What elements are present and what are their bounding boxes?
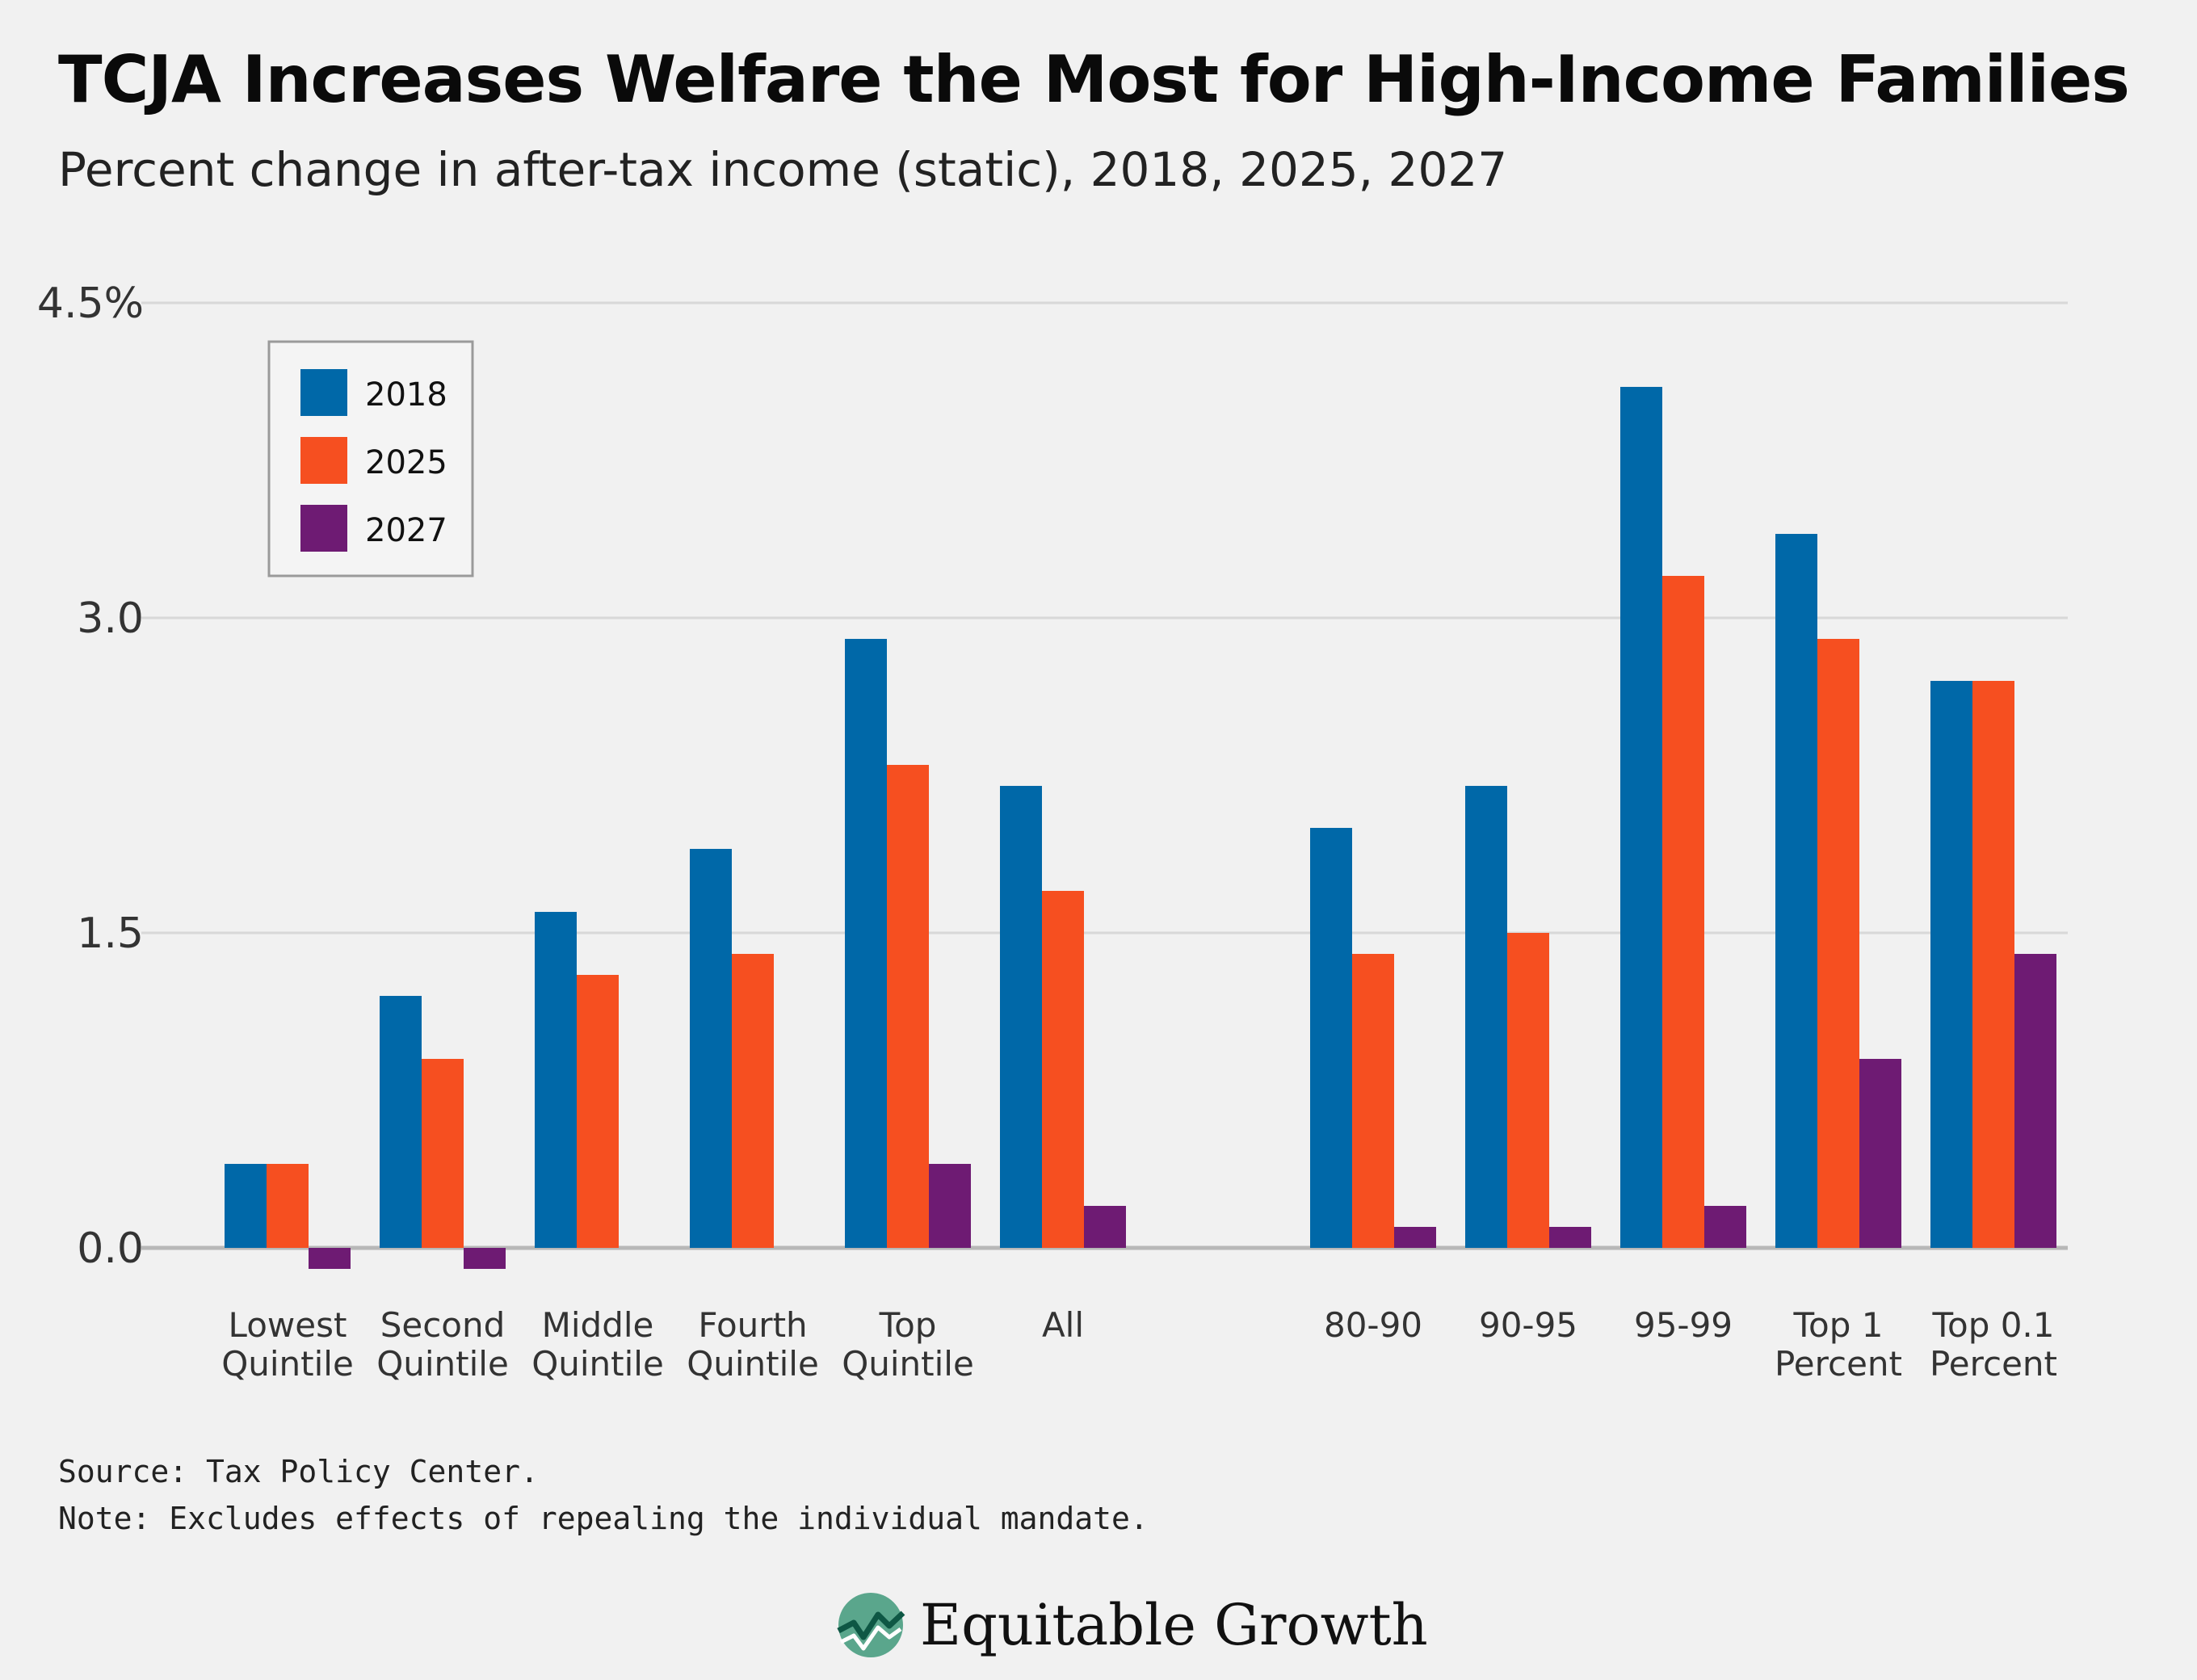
bar-2018-7 [1465,786,1507,1248]
bar-2027-8 [1704,1206,1746,1248]
x-tick-label: Top [879,1305,937,1345]
bar-2018-2 [535,912,577,1248]
bar-2025-8 [1662,576,1704,1248]
bar-2025-0 [267,1164,309,1248]
bar-2018-3 [690,849,732,1248]
x-tick-label: Top 1 [1793,1305,1884,1345]
bar-2025-9 [1817,639,1859,1248]
legend-swatch-2025 [300,437,347,484]
legend-label-2027: 2027 [365,512,447,549]
bar-2018-6 [1310,828,1352,1248]
bar-2018-8 [1620,387,1662,1248]
legend-label-2025: 2025 [365,444,447,481]
x-tick-label: Second [380,1305,506,1345]
logo-mark-icon [837,1593,905,1657]
bar-2027-10 [2014,954,2056,1248]
legend-swatch-2027 [300,505,347,552]
bar-2018-4 [845,639,887,1248]
bar-2027-4 [929,1164,971,1248]
bar-2025-1 [422,1059,464,1248]
x-tick-label: Percent [1930,1344,2057,1384]
bar-2027-7 [1549,1227,1591,1248]
x-tick-label: 80-90 [1324,1305,1422,1345]
x-tick-label: Middle [542,1305,654,1345]
y-tick-label: 3.0 [77,594,144,643]
chart-subtitle: Percent change in after-tax income (stat… [58,142,1508,197]
x-tick-label: Lowest [229,1305,347,1345]
x-tick-label: Fourth [698,1305,807,1345]
logo-text: Equitable Growth [920,1592,1428,1658]
bar-2027-9 [1859,1059,1901,1248]
bar-2025-6 [1352,954,1394,1248]
bar-2018-1 [380,996,422,1248]
x-tick-label: Top 0.1 [1931,1305,2054,1345]
bar-2025-7 [1507,933,1549,1248]
x-tick-label: 95-99 [1634,1305,1733,1345]
footer: Source: Tax Policy Center. Note: Exclude… [58,1454,1149,1548]
bar-chart: 0.01.53.04.5%LowestQuintileSecondQuintil… [37,279,2068,1384]
bar-2018-9 [1775,534,1817,1248]
bar-2025-10 [1972,681,2014,1248]
x-tick-label: 90-95 [1479,1305,1577,1345]
bar-2025-4 [887,765,929,1248]
y-tick-label: 0.0 [77,1224,144,1273]
bar-2025-2 [577,975,619,1248]
chart-title: TCJA Increases Welfare the Most for High… [58,42,2130,117]
legend-label-2018: 2018 [365,376,447,414]
note-text: Note: Excludes effects of repealing the … [58,1501,1149,1536]
bar-2025-5 [1042,891,1084,1248]
bar-2018-0 [225,1164,267,1248]
x-tick-label: All [1042,1305,1084,1345]
x-tick-label: Quintile [376,1344,509,1384]
y-tick-label: 4.5% [37,279,144,328]
logo: Equitable Growth [836,1585,1428,1665]
bar-2027-0 [309,1248,351,1269]
x-tick-label: Percent [1775,1344,1902,1384]
bar-2027-5 [1084,1206,1126,1248]
bar-2025-3 [732,954,774,1248]
y-tick-label: 1.5 [77,909,144,958]
bar-2027-6 [1394,1227,1436,1248]
bar-2018-10 [1930,681,1972,1248]
x-tick-label: Quintile [842,1344,974,1384]
source-text: Source: Tax Policy Center. [58,1454,539,1489]
x-tick-label: Quintile [531,1344,664,1384]
legend-swatch-2018 [300,369,347,416]
bar-2018-5 [1000,786,1042,1248]
x-tick-label: Quintile [687,1344,819,1384]
x-tick-label: Quintile [221,1344,354,1384]
bar-2027-1 [464,1248,506,1269]
